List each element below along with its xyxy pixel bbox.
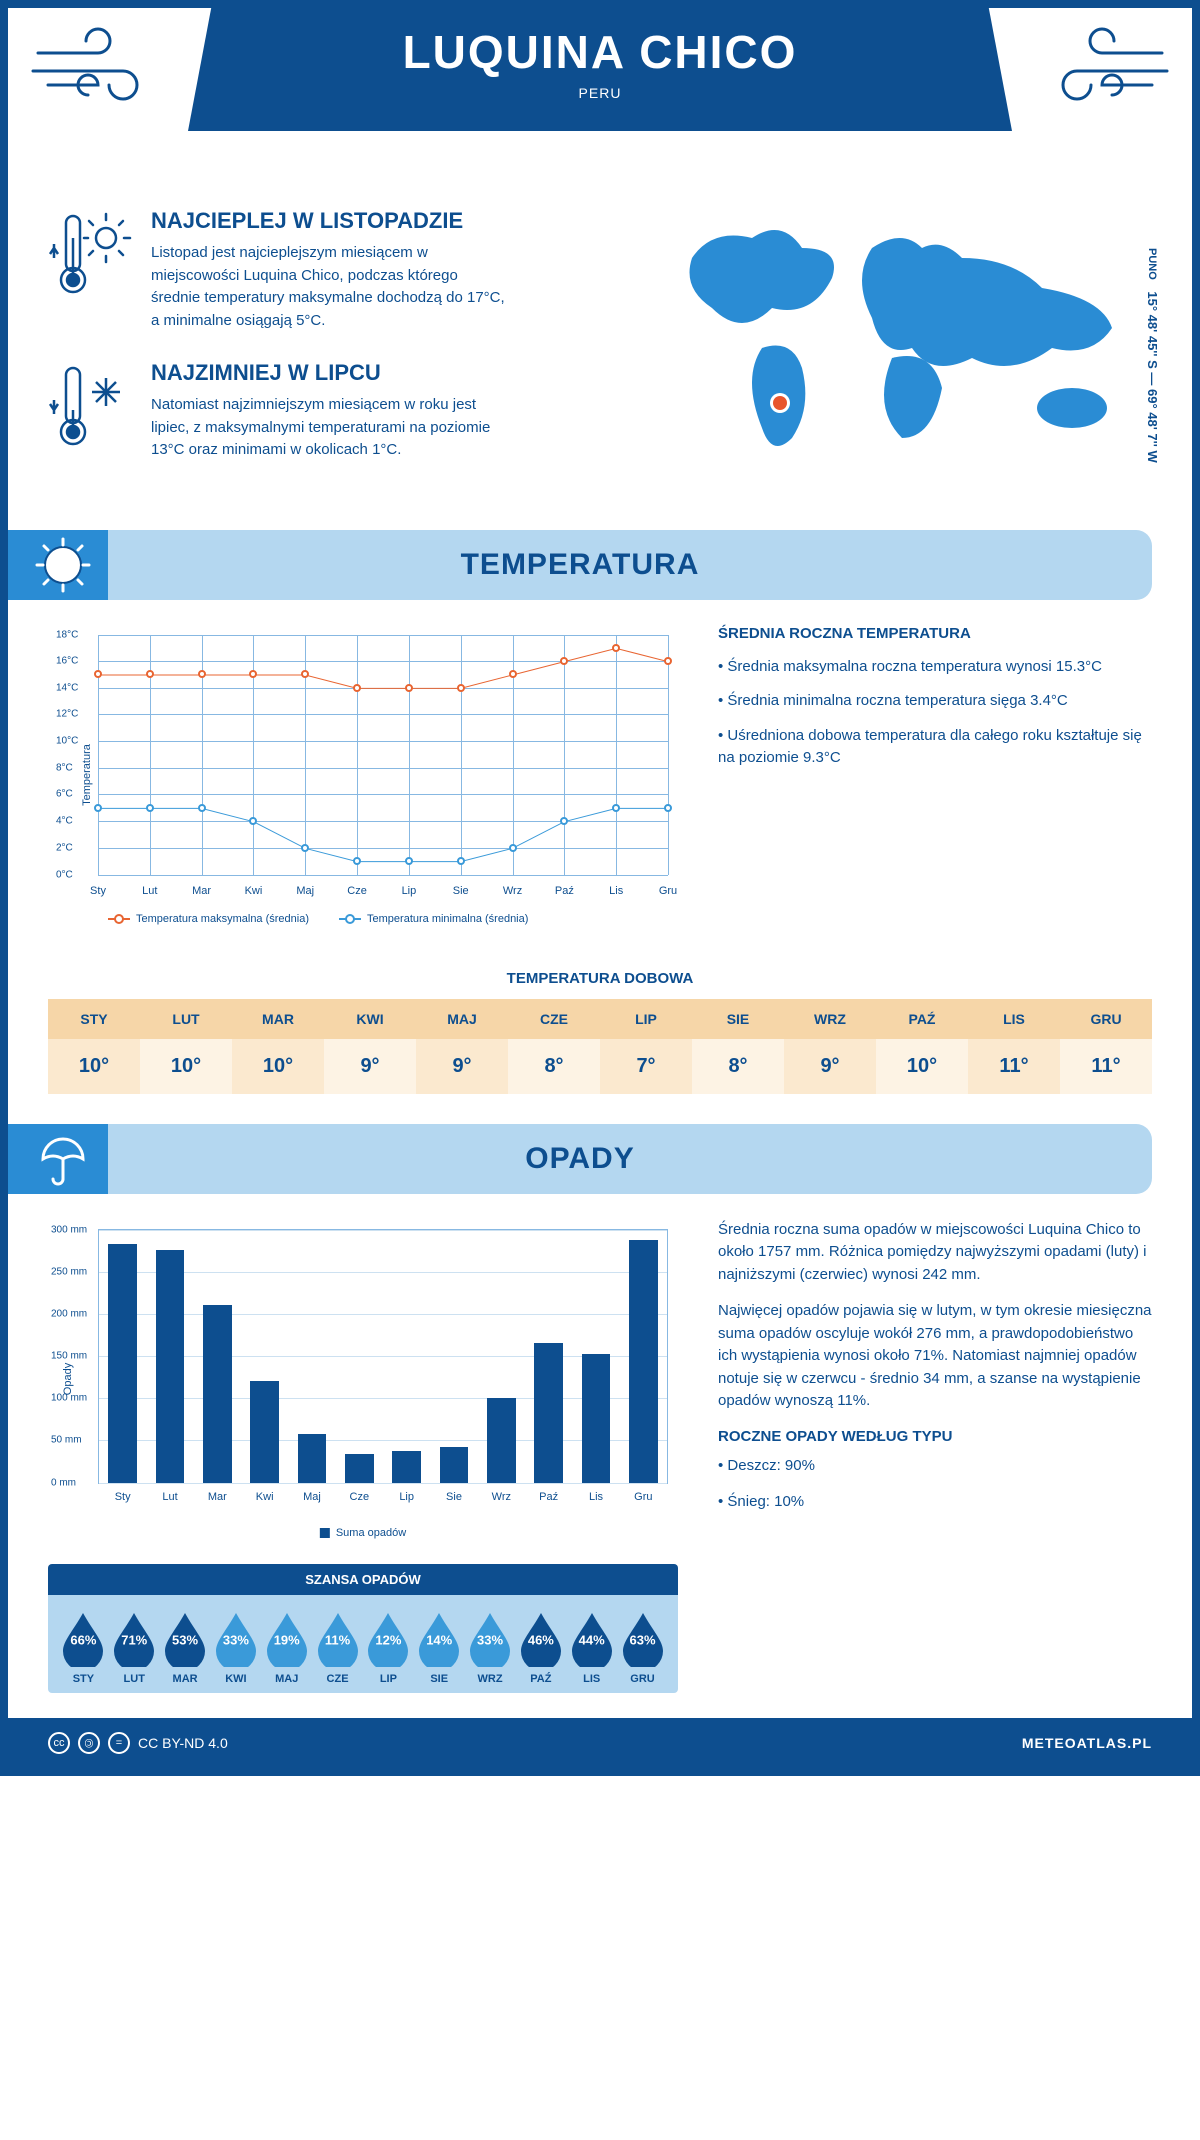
- daily-col: PAŹ10°: [876, 999, 968, 1094]
- chance-col: 53%MAR: [160, 1609, 211, 1685]
- fact-coldest: NAJZIMNIEJ W LIPCU Natomiast najzimniejs…: [48, 360, 602, 462]
- precip-ylabel: Opady: [62, 1362, 74, 1394]
- precip-b1: • Deszcz: 90%: [718, 1455, 1152, 1478]
- legend-min: Temperatura minimalna (średnia): [367, 913, 528, 925]
- daily-col: LUT10°: [140, 999, 232, 1094]
- precip-p2: Najwięcej opadów pojawia się w lutym, w …: [718, 1300, 1152, 1413]
- precip-type-heading: ROCZNE OPADY WEDŁUG TYPU: [718, 1428, 1152, 1445]
- license-text: CC BY-ND 4.0: [138, 1735, 228, 1751]
- legend-max: Temperatura maksymalna (średnia): [136, 913, 309, 925]
- daily-col: CZE8°: [508, 999, 600, 1094]
- page-title: LUQUINA CHICO: [208, 25, 992, 79]
- cc-icon: cc: [48, 1732, 70, 1754]
- temperature-heading: TEMPERATURA: [8, 548, 1152, 582]
- temperature-banner: TEMPERATURA: [8, 530, 1152, 600]
- intro-section: NAJCIEPLEJ W LISTOPADZIE Listopad jest n…: [8, 188, 1192, 520]
- precip-sidebar: Średnia roczna suma opadów w miejscowośc…: [718, 1219, 1152, 1693]
- daily-title: TEMPERATURA DOBOWA: [8, 970, 1192, 987]
- temp-side-b1: • Średnia maksymalna roczna temperatura …: [718, 656, 1152, 679]
- chance-col: 33%KWI: [210, 1609, 261, 1685]
- chance-col: 46%PAŹ: [515, 1609, 566, 1685]
- temperature-line-chart: Temperatura 0°C2°C4°C6°C8°C10°C12°C14°C1…: [48, 625, 678, 925]
- sun-icon: [33, 535, 93, 595]
- daily-col: KWI9°: [324, 999, 416, 1094]
- umbrella-icon: [33, 1129, 93, 1189]
- wind-icon-left: [8, 8, 188, 113]
- intro-facts: NAJCIEPLEJ W LISTOPADZIE Listopad jest n…: [48, 208, 602, 490]
- thermometer-sun-icon: [48, 208, 133, 332]
- wind-icon-right: [1012, 8, 1192, 113]
- precip-heading: OPADY: [8, 1142, 1152, 1176]
- coords-text: 15° 48' 45'' S — 69° 48' 7'' W: [1145, 291, 1160, 462]
- daily-temp-table: STY10°LUT10°MAR10°KWI9°MAJ9°CZE8°LIP7°SI…: [48, 999, 1152, 1094]
- precip-chance-box: SZANSA OPADÓW 66%STY71%LUT53%MAR33%KWI19…: [48, 1564, 678, 1693]
- fact-warm-body: Listopad jest najcieplejszym miesiącem w…: [151, 242, 511, 332]
- daily-col: WRZ9°: [784, 999, 876, 1094]
- by-icon: 🄯: [78, 1732, 100, 1754]
- chance-col: 66%STY: [58, 1609, 109, 1685]
- precip-legend: Suma opadów: [320, 1527, 406, 1539]
- fact-cold-body: Natomiast najzimniejszym miesiącem w rok…: [151, 394, 511, 462]
- precip-p1: Średnia roczna suma opadów w miejscowośc…: [718, 1219, 1152, 1287]
- fact-warm-title: NAJCIEPLEJ W LISTOPADZIE: [151, 208, 511, 234]
- precip-banner: OPADY: [8, 1124, 1152, 1194]
- site-brand: METEOATLAS.PL: [1022, 1735, 1152, 1751]
- daily-col: LIP7°: [600, 999, 692, 1094]
- footer: cc 🄯 = CC BY-ND 4.0 METEOATLAS.PL: [8, 1718, 1192, 1768]
- infographic-page: LUQUINA CHICO PERU: [0, 0, 1200, 1776]
- title-ribbon: LUQUINA CHICO PERU: [188, 0, 1012, 131]
- chance-col: 63%GRU: [617, 1609, 668, 1685]
- chance-col: 33%WRZ: [465, 1609, 516, 1685]
- license-block: cc 🄯 = CC BY-ND 4.0: [48, 1732, 228, 1754]
- daily-col: GRU11°: [1060, 999, 1152, 1094]
- temp-side-heading: ŚREDNIA ROCZNA TEMPERATURA: [718, 625, 1152, 642]
- world-map-box: PUNO 15° 48' 45'' S — 69° 48' 7'' W: [632, 208, 1152, 490]
- fact-warmest: NAJCIEPLEJ W LISTOPADZIE Listopad jest n…: [48, 208, 602, 332]
- page-subtitle: PERU: [208, 85, 992, 101]
- region-label: PUNO: [1146, 248, 1158, 280]
- daily-col: STY10°: [48, 999, 140, 1094]
- daily-col: MAR10°: [232, 999, 324, 1094]
- chance-col: 11%CZE: [312, 1609, 363, 1685]
- chance-col: 71%LUT: [109, 1609, 160, 1685]
- temp-legend: Temperatura maksymalna (średnia) Tempera…: [108, 913, 528, 925]
- temp-ylabel: Temperatura: [81, 744, 93, 806]
- temperature-sidebar: ŚREDNIA ROCZNA TEMPERATURA • Średnia mak…: [718, 625, 1152, 925]
- header: LUQUINA CHICO PERU: [8, 8, 1192, 188]
- precip-row: Opady 0 mm50 mm100 mm150 mm200 mm250 mm3…: [8, 1219, 1192, 1718]
- chance-col: 14%SIE: [414, 1609, 465, 1685]
- precip-bar-chart: Opady 0 mm50 mm100 mm150 mm200 mm250 mm3…: [48, 1219, 678, 1693]
- nd-icon: =: [108, 1732, 130, 1754]
- daily-col: LIS11°: [968, 999, 1060, 1094]
- chance-col: 19%MAJ: [261, 1609, 312, 1685]
- chance-col: 12%LIP: [363, 1609, 414, 1685]
- temp-side-b2: • Średnia minimalna roczna temperatura s…: [718, 690, 1152, 713]
- fact-cold-title: NAJZIMNIEJ W LIPCU: [151, 360, 511, 386]
- coords-label: PUNO 15° 48' 45'' S — 69° 48' 7'' W: [1145, 248, 1160, 463]
- world-map-icon: [632, 208, 1152, 468]
- temp-side-b3: • Uśredniona dobowa temperatura dla całe…: [718, 725, 1152, 770]
- daily-col: SIE8°: [692, 999, 784, 1094]
- chance-title: SZANSA OPADÓW: [48, 1564, 678, 1595]
- chance-col: 44%LIS: [566, 1609, 617, 1685]
- daily-col: MAJ9°: [416, 999, 508, 1094]
- temperature-row: Temperatura 0°C2°C4°C6°C8°C10°C12°C14°C1…: [8, 625, 1192, 950]
- thermometer-snow-icon: [48, 360, 133, 462]
- precip-b2: • Śnieg: 10%: [718, 1491, 1152, 1514]
